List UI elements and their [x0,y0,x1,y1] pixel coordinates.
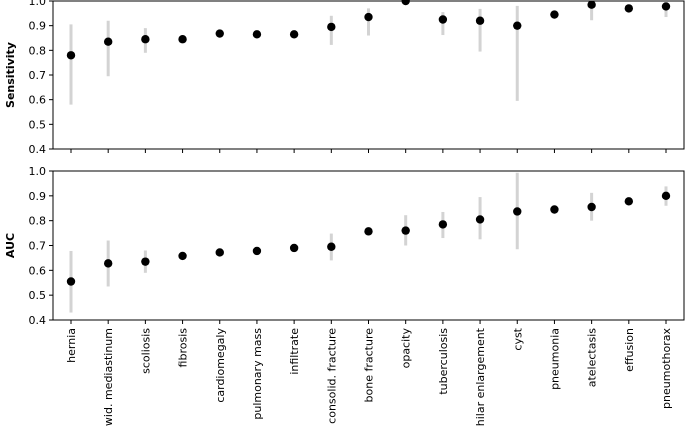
y-tick-label: 0.6 [29,94,47,107]
x-tick-label: cyst [511,327,524,350]
x-tick-label: pneumothorax [660,328,673,409]
data-point [141,257,150,266]
data-point [438,15,448,24]
y-tick-label: 0.5 [29,289,47,302]
y-tick-label: 0.7 [29,69,47,82]
data-point [513,21,522,30]
data-point [401,0,410,6]
data-point [513,207,522,216]
data-point [66,277,76,286]
y-tick-label: 0.7 [29,240,47,253]
data-point [438,220,448,229]
data-point [661,2,671,11]
data-point [289,243,299,253]
data-point [624,4,634,13]
data-point [401,226,410,235]
data-point [327,22,336,32]
y-tick-label: 0.4 [29,143,47,156]
y-tick-label: 0.6 [29,264,47,277]
data-point [215,29,224,38]
data-point [103,37,113,46]
data-point [289,30,299,39]
x-tick-label: consolid. fracture [325,328,338,424]
x-tick-label: atelectasis [586,328,599,388]
x-tick-label: pneumonia [548,328,561,390]
x-tick-label: bone fracture [363,328,376,403]
data-point [141,35,150,44]
y-tick-label: 1.0 [29,165,47,178]
data-point [364,227,373,236]
data-point [587,0,596,9]
data-point [587,202,596,212]
y-tick-label: 0.9 [29,20,47,33]
plot-frame-2 [52,170,685,321]
x-tick-label: fibrosis [177,328,190,368]
data-point [178,35,187,44]
data-point [215,248,224,257]
data-point [66,51,76,60]
data-point [178,251,187,261]
data-point [475,16,485,25]
y-tick-label: 1.0 [29,0,47,8]
data-point [364,12,373,22]
x-tick-label: hernia [65,328,78,363]
y-axis-label: Sensitivity [4,42,17,108]
data-point [624,197,634,206]
y-tick-label: 0.9 [29,190,47,203]
data-point [550,10,559,19]
x-tick-label: scoliosis [139,328,152,374]
data-point [550,205,559,214]
data-point [661,191,671,201]
data-point [475,215,485,224]
x-tick-label: cardiomegaly [214,328,227,403]
x-tick-label: infiltrate [288,328,301,375]
x-tick-label: pulmonary mass [251,328,264,420]
x-tick-label: effusion [623,328,636,372]
data-point [252,246,262,256]
y-tick-label: 0.4 [29,314,47,327]
y-axis-label: AUC [4,233,17,258]
data-point [103,259,113,268]
x-tick-label: wid. mediastinum [102,328,115,426]
y-tick-label: 0.8 [29,215,47,228]
x-tick-label: hilar enlargement [474,327,487,426]
data-point [252,30,262,39]
data-point [327,242,336,251]
y-tick-label: 0.8 [29,44,47,57]
y-tick-label: 0.5 [29,118,47,131]
x-tick-label: opacity [400,328,413,369]
x-tick-label: tuberculosis [437,328,450,395]
